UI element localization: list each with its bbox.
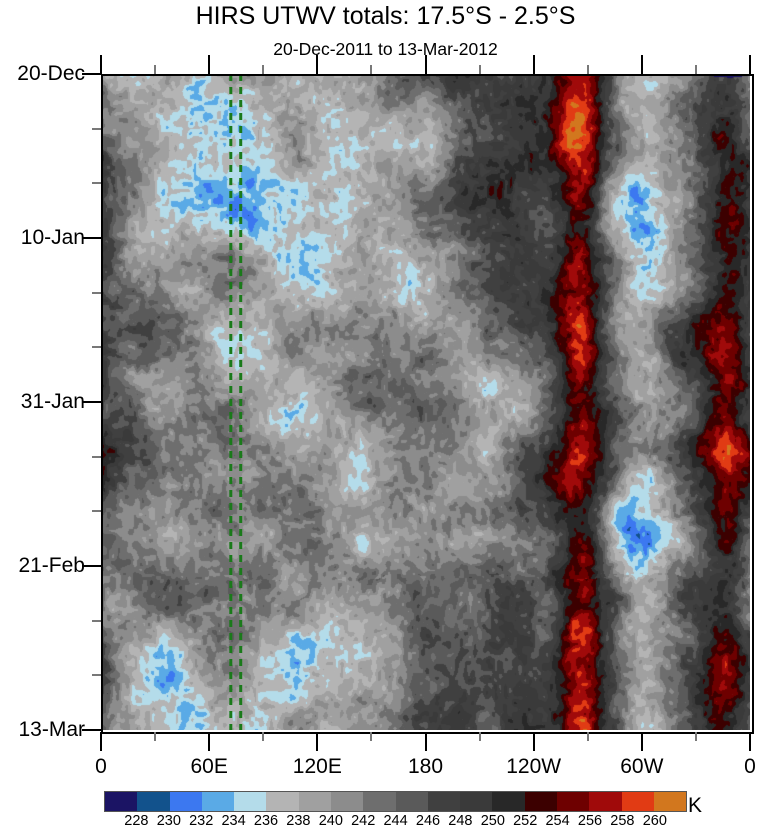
y-tick-major: [82, 73, 101, 75]
colorbar-segment: [234, 792, 267, 811]
x-tick-minor: [262, 732, 265, 741]
x-tick-major: [532, 732, 535, 751]
page-subtitle: 20-Dec-2011 to 13-Mar-2012: [273, 39, 498, 59]
y-axis-label: 13-Mar: [18, 718, 85, 741]
x-tick-major: [749, 732, 751, 751]
x-tick-minor: [586, 732, 589, 741]
colorbar-tick-label: 242: [351, 813, 376, 829]
colorbar-segment: [266, 792, 299, 811]
colorbar-segment: [105, 792, 138, 811]
colorbar-segment: [556, 792, 590, 811]
y-tick-minor: [92, 127, 101, 130]
colorbar-tick-label: 258: [610, 813, 635, 829]
colorbar-tick-label: 246: [415, 813, 441, 829]
x-tick-minor-top: [370, 65, 373, 74]
y-tick-major: [82, 237, 101, 239]
colorbar-segment: [427, 792, 461, 811]
colorbar: [104, 791, 688, 812]
y-tick-major: [82, 401, 101, 403]
y-tick-minor: [92, 182, 101, 185]
x-tick-major: [100, 732, 102, 751]
colorbar-segment: [330, 792, 364, 811]
colorbar-segment: [201, 792, 235, 811]
x-axis-label: 60W: [620, 755, 664, 778]
x-axis-label: 180: [407, 755, 444, 778]
colorbar-segment: [363, 792, 396, 811]
colorbar-segment: [460, 792, 493, 811]
colorbar-tick-label: 248: [448, 813, 473, 829]
x-tick-major-top: [424, 55, 427, 74]
x-tick-minor: [154, 732, 157, 741]
colorbar-tick-label: 244: [383, 813, 408, 829]
colorbar-tick-label: 230: [156, 813, 181, 829]
colorbar-segment: [621, 792, 654, 811]
x-tick-minor: [478, 732, 481, 741]
page-title: HIRS UTWV totals: 17.5°S - 2.5°S: [195, 2, 576, 30]
colorbar-segment: [137, 792, 170, 811]
x-axis-label: 60E: [190, 755, 228, 778]
colorbar-segment: [524, 792, 557, 811]
x-tick-major: [640, 732, 643, 751]
hovmoller-plot: [101, 74, 754, 734]
colorbar-segment: [298, 792, 331, 811]
x-tick-major: [316, 732, 319, 751]
x-tick-major-top: [208, 55, 211, 74]
x-tick-major: [208, 732, 211, 751]
y-tick-major: [82, 729, 101, 731]
y-axis-label: 21-Feb: [18, 554, 85, 577]
x-axis-label: 120W: [506, 755, 562, 778]
colorbar-segment: [395, 792, 428, 811]
x-tick-major-top: [749, 55, 751, 74]
x-tick-major-top: [532, 55, 535, 74]
y-tick-minor: [92, 291, 101, 294]
colorbar-tick-label: 232: [189, 813, 214, 829]
x-tick-minor: [370, 732, 373, 741]
colorbar-tick-label: 240: [318, 813, 343, 829]
y-tick-minor: [92, 455, 101, 458]
colorbar-tick-label: 260: [642, 813, 667, 829]
colorbar-tick-label: 256: [577, 813, 603, 829]
colorbar-segment: [492, 792, 525, 811]
x-tick-minor-top: [478, 65, 481, 74]
y-tick-major: [82, 565, 101, 567]
x-tick-minor-top: [586, 65, 589, 74]
colorbar-tick-label: 228: [124, 813, 149, 829]
y-tick-minor: [92, 619, 101, 622]
colorbar-tick-label: 254: [545, 813, 570, 829]
colorbar-segment: [589, 792, 622, 811]
x-tick-minor-top: [154, 65, 157, 74]
y-tick-minor: [92, 346, 101, 349]
x-tick-major-top: [100, 55, 102, 74]
colorbar-tick-label: 234: [221, 813, 246, 829]
x-tick-major-top: [640, 55, 643, 74]
y-axis-label: 31-Jan: [20, 390, 85, 413]
colorbar-segment: [169, 792, 202, 811]
y-tick-minor: [92, 510, 101, 513]
colorbar-tick-label: 238: [286, 813, 311, 829]
colorbar-tick-label: 236: [253, 813, 279, 829]
x-tick-minor-top: [262, 65, 265, 74]
hovmoller-field: [101, 74, 750, 730]
colorbar-tick-label: 252: [513, 813, 538, 829]
colorbar-segment: [653, 792, 687, 811]
y-axis-label: 10-Jan: [20, 226, 85, 249]
x-axis-label: 120E: [292, 755, 342, 778]
y-axis-label: 20-Dec: [17, 62, 85, 85]
x-tick-minor: [694, 732, 697, 741]
x-tick-major-top: [316, 55, 319, 74]
x-axis-label: 0: [95, 755, 107, 778]
x-tick-major: [424, 732, 427, 751]
y-tick-minor: [92, 674, 101, 677]
colorbar-tick-label: 250: [480, 813, 505, 829]
x-tick-minor-top: [694, 65, 697, 74]
colorbar-unit-label: K: [688, 794, 703, 817]
x-axis-label: 0: [744, 755, 756, 778]
